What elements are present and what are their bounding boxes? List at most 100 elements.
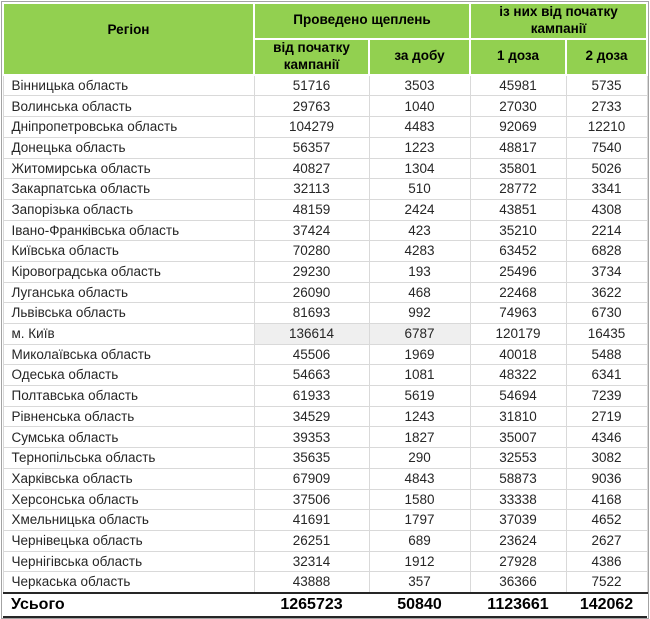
value-cell: 29230 [253,260,370,283]
value-cell: 1243 [368,405,471,428]
value-cell: 4843 [368,467,471,490]
value-cell: 74963 [469,302,567,324]
table-row: Черкаська область 43888 357 36366 7522 [2,571,648,594]
value-cell: 4283 [368,240,471,262]
value-cell: 1040 [368,95,471,118]
value-cell: 3503 [368,74,471,97]
value-cell: 37424 [253,219,370,242]
value-cell: 26090 [253,281,370,304]
table-row: Чернігівська область 32314 1912 27928 4386 [2,550,648,573]
value-cell: 357 [368,571,471,594]
value-cell: 25496 [469,260,567,283]
value-cell: 33338 [469,488,567,511]
value-cell: 9036 [565,467,648,490]
value-cell: 81693 [253,302,370,324]
header-group-vaccinations: Проведено щеплень [253,2,471,40]
value-cell: 689 [368,529,471,552]
total-value-cell: 1265723 [254,591,369,618]
value-cell: 37039 [469,509,567,531]
region-name-cell: Запорізька область [2,198,255,221]
table-row: Івано-Франківська область 37424 423 35210 22… [2,219,648,242]
value-cell: 1580 [368,488,471,511]
value-cell: 41691 [253,509,370,531]
table-row: Чернівецька область 26251 689 23624 2627 [2,529,648,552]
value-cell: 6730 [565,302,648,324]
value-cell: 6341 [565,364,648,387]
value-cell: 35007 [469,426,567,449]
value-cell: 34529 [253,405,370,428]
header-dose2: 2 доза [564,37,649,76]
value-cell: 290 [368,447,471,469]
value-cell: 136614 [253,323,370,345]
header-per-day: за добу [368,37,471,76]
table-row: Хмельницька область 41691 1797 37039 4652 [2,509,648,531]
value-cell: 40018 [469,343,567,366]
table-row: Запорізька область 48159 2424 43851 4308 [2,198,648,221]
value-cell: 423 [368,219,471,242]
table-row: Дніпропетровська область 104279 4483 92069 1… [2,116,648,138]
region-name-cell: м. Київ [2,323,255,345]
value-cell: 43888 [253,571,370,594]
value-cell: 1827 [368,426,471,449]
total-value-cell: 50840 [369,591,470,618]
value-cell: 35801 [469,157,567,180]
value-cell: 2627 [565,529,648,552]
value-cell: 31810 [469,405,567,428]
region-name-cell: Чернівецька область [2,529,255,552]
table-row: Кіровоградська область 29230 193 25496 3734 [2,260,648,283]
table-row: Волинська область 29763 1040 27030 2733 [2,95,648,118]
table-row: Луганська область 26090 468 22468 3622 [2,281,648,304]
region-name-cell: Тернопільська область [2,447,255,469]
table-row: Херсонська область 37506 1580 33338 4168 [2,488,648,511]
value-cell: 4308 [565,198,648,221]
table-row: Київська область 70280 4283 63452 6828 [2,240,648,262]
table-row: Рівненська область 34529 1243 31810 2719 [2,405,648,428]
region-name-cell: Херсонська область [2,488,255,511]
table-row: Закарпатська область 32113 510 28772 3341 [2,178,648,200]
value-cell: 35210 [469,219,567,242]
region-name-cell: Одеська область [2,364,255,387]
value-cell: 37506 [253,488,370,511]
region-name-cell: Миколаївська область [2,343,255,366]
table-row: Сумська область 39353 1827 35007 4346 [2,426,648,449]
table-row: Миколаївська область 45506 1969 40018 5488 [2,343,648,366]
value-cell: 7239 [565,385,648,407]
value-cell: 36366 [469,571,567,594]
value-cell: 32113 [253,178,370,200]
table-row: Харківська область 67909 4843 58873 9036 [2,467,648,490]
region-name-cell: Хмельницька область [2,509,255,531]
region-name-cell: Харківська область [2,467,255,490]
region-name-cell: Київська область [2,240,255,262]
value-cell: 120179 [469,323,567,345]
region-name-cell: Волинська область [2,95,255,118]
value-cell: 5026 [565,157,648,180]
value-cell: 3082 [565,447,648,469]
value-cell: 2719 [565,405,648,428]
region-name-cell: Полтавська область [2,385,255,407]
value-cell: 54694 [469,385,567,407]
value-cell: 4168 [565,488,648,511]
value-cell: 54663 [253,364,370,387]
value-cell: 2424 [368,198,471,221]
header-dose1: 1 доза [469,37,567,76]
region-name-cell: Львівська область [2,302,255,324]
value-cell: 4346 [565,426,648,449]
value-cell: 1304 [368,157,471,180]
region-name-cell: Закарпатська область [2,178,255,200]
value-cell: 193 [368,260,471,283]
value-cell: 51716 [253,74,370,97]
value-cell: 45981 [469,74,567,97]
header-group-since-start: із них від початку кампанії [468,2,649,40]
value-cell: 510 [368,178,471,200]
value-cell: 43851 [469,198,567,221]
table-row: Львівська область 81693 992 74963 6730 [2,302,648,324]
region-name-cell: Рівненська область [2,405,255,428]
value-cell: 2214 [565,219,648,242]
region-name-cell: Сумська область [2,426,255,449]
value-cell: 48159 [253,198,370,221]
total-value-cell: 1123661 [470,591,566,618]
value-cell: 48322 [469,364,567,387]
value-cell: 63452 [469,240,567,262]
